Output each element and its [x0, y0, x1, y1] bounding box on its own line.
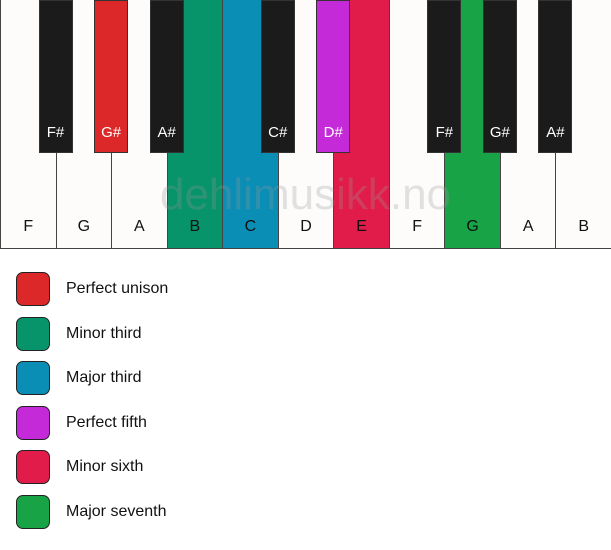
black-key-f-sharp[interactable]: F# — [38, 0, 73, 153]
key-label: B — [578, 218, 590, 235]
key-label: G# — [489, 124, 510, 141]
legend-label: Perfect unison — [66, 280, 169, 297]
key-label: F# — [435, 124, 454, 141]
legend-swatch — [16, 494, 50, 529]
key-label: A# — [546, 124, 565, 141]
legend-label: Minor sixth — [66, 458, 144, 475]
key-label: B — [189, 218, 201, 235]
key-label: D# — [323, 124, 343, 141]
legend-label: Minor third — [66, 324, 142, 342]
black-key-a-sharp[interactable]: A# — [538, 0, 573, 153]
black-key-a-sharp[interactable]: A# — [149, 0, 184, 153]
legend-swatch — [16, 272, 50, 306]
legend-label: Major third — [66, 369, 142, 386]
legend-item: Perfect fifth — [16, 405, 147, 440]
piano-keyboard: F G A B C D E F G A B F# G# A# C# D# F# G# A# — [0, 0, 611, 251]
key-label: C# — [268, 124, 288, 141]
legend-item: Minor sixth — [16, 450, 143, 484]
key-label: F — [412, 218, 422, 235]
legend-item: Minor third — [16, 316, 142, 351]
key-label: A# — [157, 124, 176, 141]
key-label: C — [244, 218, 257, 235]
key-label: D — [300, 218, 312, 235]
legend-item: Perfect unison — [16, 272, 168, 306]
legend-swatch — [16, 361, 50, 395]
black-key-f-sharp[interactable]: F# — [427, 0, 462, 153]
key-label: F — [23, 218, 34, 235]
black-key-g-sharp[interactable]: G# — [94, 0, 129, 153]
legend-item: Major seventh — [16, 494, 167, 529]
legend-swatch — [16, 316, 50, 351]
key-label: G# — [101, 124, 122, 141]
black-key-c-sharp[interactable]: C# — [260, 0, 295, 153]
legend-swatch — [16, 405, 50, 440]
black-key-g-sharp[interactable]: G# — [482, 0, 517, 153]
key-label: E — [356, 218, 367, 235]
legend-swatch — [16, 450, 50, 484]
key-label: A — [134, 218, 145, 235]
legend-label: Perfect fifth — [66, 413, 147, 431]
key-label: A — [522, 218, 534, 235]
black-key-d-sharp[interactable]: D# — [316, 0, 351, 153]
key-label: G — [466, 218, 479, 235]
legend-item: Major third — [16, 361, 142, 395]
key-label: G — [77, 218, 91, 235]
key-label: F# — [46, 124, 65, 141]
legend-label: Major seventh — [66, 502, 167, 520]
